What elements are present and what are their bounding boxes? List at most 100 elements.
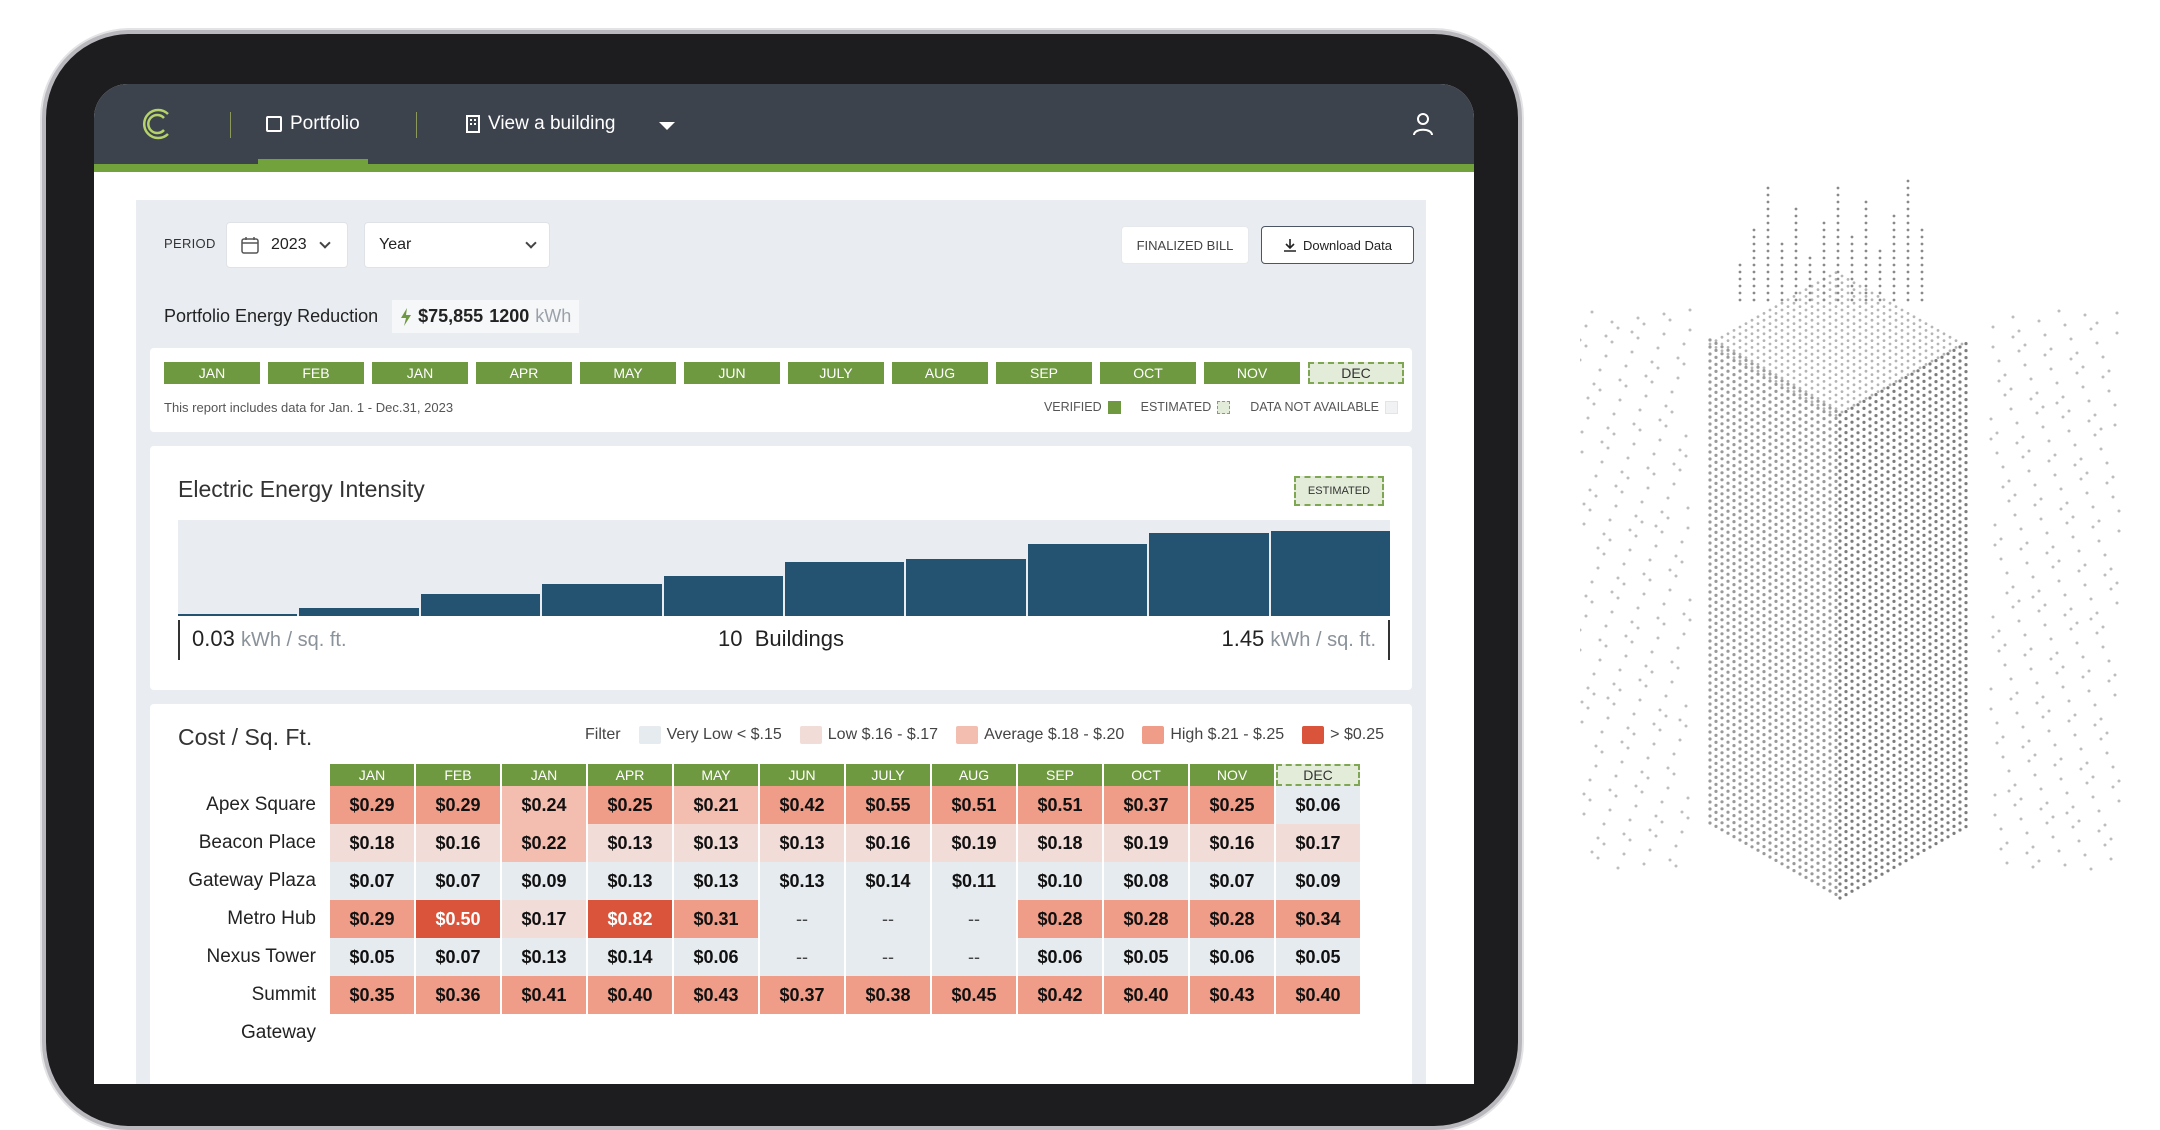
cost-cell[interactable]: $0.28 xyxy=(1190,900,1274,938)
cost-cell[interactable]: $0.13 xyxy=(588,824,672,862)
cost-cell[interactable]: $0.05 xyxy=(1104,938,1188,976)
intensity-bar-8[interactable] xyxy=(1027,543,1148,616)
cost-cell[interactable]: $0.05 xyxy=(330,938,414,976)
cost-cell[interactable]: $0.28 xyxy=(1104,900,1188,938)
cost-cell[interactable]: $0.28 xyxy=(1018,900,1102,938)
cost-cell[interactable]: $0.50 xyxy=(416,900,500,938)
cost-cell[interactable]: -- xyxy=(846,938,930,976)
cost-cell[interactable]: $0.05 xyxy=(1276,938,1360,976)
filter-label-2[interactable]: Average $.18 - $.20 xyxy=(984,726,1125,743)
building-name[interactable]: Apex Square xyxy=(206,794,316,815)
cost-cell[interactable]: $0.51 xyxy=(1018,786,1102,824)
cost-cell[interactable]: $0.25 xyxy=(1190,786,1274,824)
month-status-10[interactable]: NOV xyxy=(1204,362,1300,384)
cost-cell[interactable]: $0.13 xyxy=(760,824,844,862)
cost-cell[interactable]: $0.37 xyxy=(760,976,844,1014)
cost-cell[interactable]: $0.09 xyxy=(502,862,586,900)
cost-cell[interactable]: $0.06 xyxy=(674,938,758,976)
cost-cell[interactable]: $0.19 xyxy=(1104,824,1188,862)
brand-logo-icon[interactable] xyxy=(140,106,176,142)
cost-cell[interactable]: -- xyxy=(932,938,1016,976)
cost-cell[interactable]: $0.31 xyxy=(674,900,758,938)
filter-swatch-0[interactable] xyxy=(638,726,661,744)
filter-swatch-3[interactable] xyxy=(1142,726,1165,744)
cost-cell[interactable]: -- xyxy=(760,900,844,938)
cost-cell[interactable]: $0.42 xyxy=(760,786,844,824)
finalized-bill-button[interactable]: FINALIZED BILL xyxy=(1121,226,1249,264)
cost-cell[interactable]: $0.42 xyxy=(1018,976,1102,1014)
cost-cell[interactable]: $0.29 xyxy=(330,900,414,938)
cost-cell[interactable]: $0.17 xyxy=(1276,824,1360,862)
cost-cell[interactable]: $0.07 xyxy=(1190,862,1274,900)
cost-cell[interactable]: $0.13 xyxy=(502,938,586,976)
cost-cell[interactable]: $0.16 xyxy=(416,824,500,862)
building-name[interactable]: Nexus Tower xyxy=(206,946,316,967)
intensity-bar-2[interactable] xyxy=(299,608,419,616)
cost-cell[interactable]: $0.38 xyxy=(846,976,930,1014)
cost-cell[interactable]: $0.18 xyxy=(1018,824,1102,862)
chevron-down-icon[interactable] xyxy=(659,122,675,130)
cost-cell[interactable]: $0.18 xyxy=(330,824,414,862)
intensity-bar-1[interactable] xyxy=(178,614,298,616)
building-name[interactable]: Beacon Place xyxy=(198,832,316,853)
month-status-4[interactable]: MAY xyxy=(580,362,676,384)
cost-cell[interactable]: $0.51 xyxy=(932,786,1016,824)
user-icon[interactable] xyxy=(1412,112,1434,136)
intensity-bar-5[interactable] xyxy=(663,575,783,616)
cost-cell[interactable]: $0.16 xyxy=(1190,824,1274,862)
month-status-0[interactable]: JAN xyxy=(164,362,260,384)
cost-cell[interactable]: -- xyxy=(932,900,1016,938)
cost-cell[interactable]: $0.07 xyxy=(416,862,500,900)
cost-cell[interactable]: $0.43 xyxy=(1190,976,1274,1014)
month-status-8[interactable]: SEP xyxy=(996,362,1092,384)
month-status-1[interactable]: FEB xyxy=(268,362,364,384)
cost-cell[interactable]: $0.13 xyxy=(760,862,844,900)
cost-cell[interactable]: $0.16 xyxy=(846,824,930,862)
building-name[interactable]: Gateway Plaza xyxy=(188,870,316,891)
filter-label-1[interactable]: Low $.16 - $.17 xyxy=(827,726,939,743)
month-status-2[interactable]: JAN xyxy=(372,362,468,384)
cost-cell[interactable]: $0.13 xyxy=(674,824,758,862)
cost-cell[interactable]: $0.07 xyxy=(330,862,414,900)
cost-cell[interactable]: $0.34 xyxy=(1276,900,1360,938)
cost-cell[interactable]: $0.10 xyxy=(1018,862,1102,900)
cost-cell[interactable]: $0.14 xyxy=(846,862,930,900)
filter-label-3[interactable]: High $.21 - $.25 xyxy=(1170,726,1285,743)
intensity-bar-3[interactable] xyxy=(420,594,541,616)
cost-cell[interactable]: $0.45 xyxy=(932,976,1016,1014)
month-status-5[interactable]: JUN xyxy=(684,362,780,384)
month-status-11[interactable]: DEC xyxy=(1308,362,1404,384)
filter-label-4[interactable]: > $0.25 xyxy=(1330,726,1384,743)
cost-cell[interactable]: $0.41 xyxy=(502,976,586,1014)
month-status-6[interactable]: JULY xyxy=(788,362,884,384)
cost-cell[interactable]: $0.40 xyxy=(1104,976,1188,1014)
cost-cell[interactable]: $0.36 xyxy=(416,976,500,1014)
download-data-button[interactable]: Download Data xyxy=(1261,226,1414,264)
cost-cell[interactable]: $0.06 xyxy=(1018,938,1102,976)
cost-cell[interactable]: $0.40 xyxy=(588,976,672,1014)
cost-cell[interactable]: -- xyxy=(846,900,930,938)
cost-cell[interactable]: -- xyxy=(760,938,844,976)
month-status-3[interactable]: APR xyxy=(476,362,572,384)
cost-cell[interactable]: $0.29 xyxy=(330,786,414,824)
intensity-bar-7[interactable] xyxy=(906,559,1026,616)
intensity-bar-10[interactable] xyxy=(1270,530,1390,616)
cost-cell[interactable]: $0.40 xyxy=(1276,976,1360,1014)
year-select[interactable]: 2023 xyxy=(226,222,348,268)
filter-swatch-2[interactable] xyxy=(956,726,979,744)
building-name[interactable]: Summit Gateway xyxy=(241,984,316,1043)
cost-cell[interactable]: $0.82 xyxy=(588,900,672,938)
cost-cell[interactable]: $0.22 xyxy=(502,824,586,862)
intensity-bar-6[interactable] xyxy=(785,562,905,616)
month-status-9[interactable]: OCT xyxy=(1100,362,1196,384)
nav-view-building[interactable]: View a building xyxy=(466,84,615,164)
cost-cell[interactable]: $0.35 xyxy=(330,976,414,1014)
cost-cell[interactable]: $0.25 xyxy=(588,786,672,824)
filter-label-0[interactable]: Very Low < $.15 xyxy=(666,726,782,743)
cost-cell[interactable]: $0.06 xyxy=(1276,786,1360,824)
cost-cell[interactable]: $0.24 xyxy=(502,786,586,824)
cost-cell[interactable]: $0.43 xyxy=(674,976,758,1014)
cost-cell[interactable]: $0.13 xyxy=(588,862,672,900)
cost-cell[interactable]: $0.55 xyxy=(846,786,930,824)
intensity-bar-9[interactable] xyxy=(1149,532,1269,616)
